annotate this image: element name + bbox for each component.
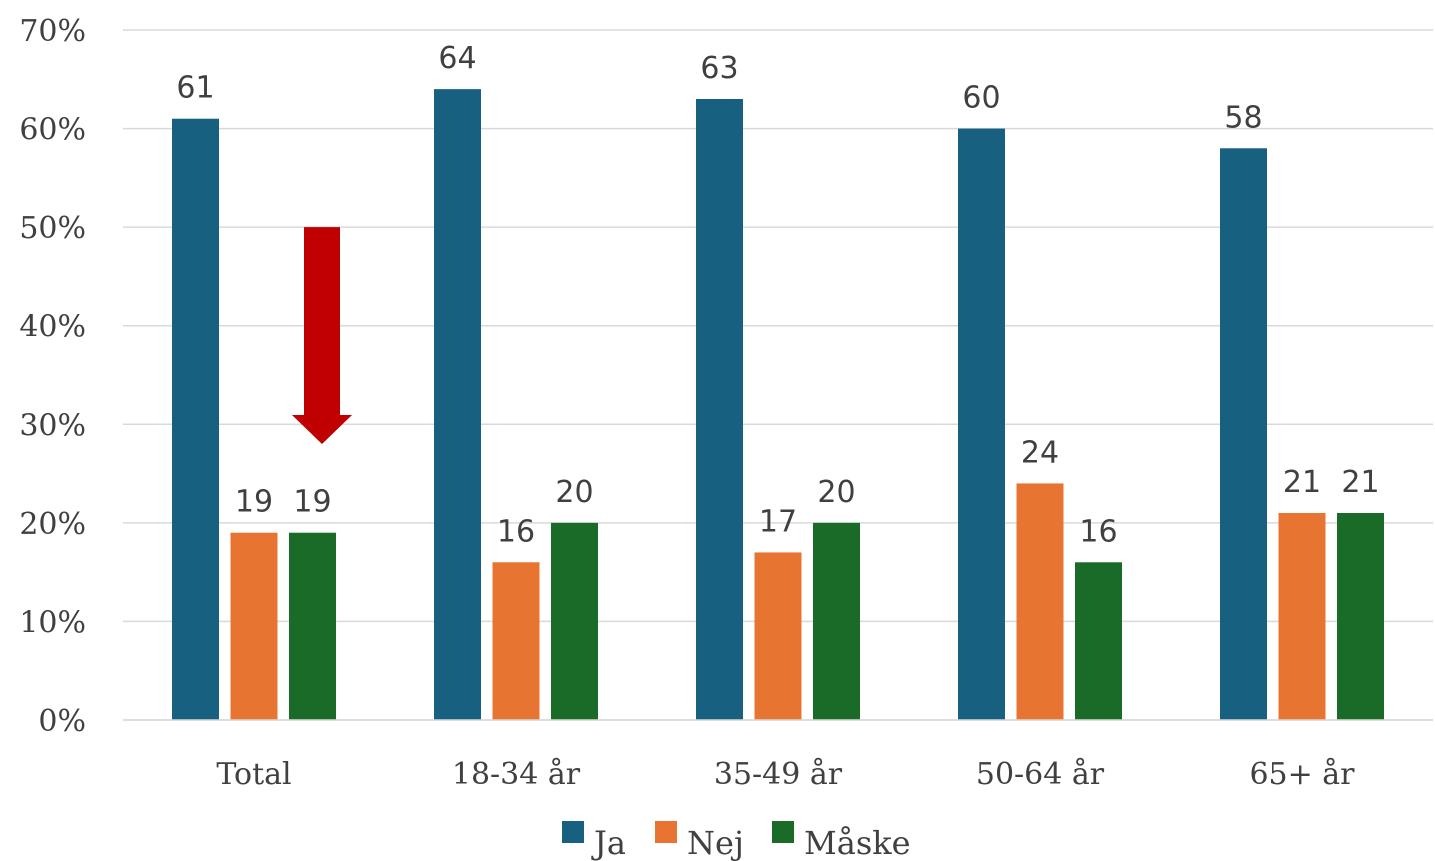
bar-nej [1016,483,1064,720]
y-tick-label: 70% [19,14,86,49]
x-tick-label: 35-49 år [714,757,843,792]
x-tick-label: 18-34 år [452,757,581,792]
y-tick-label: 40% [19,310,86,345]
bar-ja [172,118,219,720]
data-label: 20 [555,475,593,510]
data-label: 21 [1341,465,1379,500]
data-label: 19 [293,485,331,520]
data-label: 17 [759,504,797,539]
data-label: 21 [1283,465,1321,500]
bar-måske [551,522,598,720]
down-arrow-annotation [292,227,352,444]
data-label: 60 [962,81,1000,116]
data-label: 16 [497,514,535,549]
bar-nej [1278,513,1326,720]
data-label: 19 [235,485,273,520]
bar-måske [813,522,860,720]
bar-ja [434,89,481,720]
y-tick-label: 60% [19,113,86,148]
bar-måske [289,532,336,720]
legend-label: Måske [804,824,911,861]
legend-swatch-nej [655,821,677,843]
legend-label: Ja [591,824,626,861]
legend-swatch-ja [562,821,584,843]
y-tick-label: 20% [19,507,86,542]
data-label: 24 [1021,435,1059,470]
data-label: 61 [176,71,214,106]
bar-måske [1075,562,1122,720]
bar-ja [1220,148,1267,721]
y-tick-label: 30% [19,408,86,443]
y-tick-label: 0% [38,704,86,739]
bar-ja [696,99,743,720]
legend-swatch-måske [772,821,794,843]
y-tick-label: 10% [19,605,86,640]
legend-label: Nej [687,824,744,861]
bar-ja [958,128,1005,721]
bar-nej [492,562,540,720]
bar-måske [1337,513,1384,720]
data-label: 20 [817,475,855,510]
data-label: 16 [1079,514,1117,549]
x-tick-label: Total [216,757,291,792]
bar-nej [230,532,278,720]
x-tick-label: 65+ år [1249,757,1355,792]
bar-nej [754,552,802,720]
x-tick-label: 50-64 år [976,757,1105,792]
y-tick-label: 50% [19,211,86,246]
data-label: 64 [438,41,476,76]
data-label: 63 [700,51,738,86]
data-label: 58 [1224,100,1262,135]
